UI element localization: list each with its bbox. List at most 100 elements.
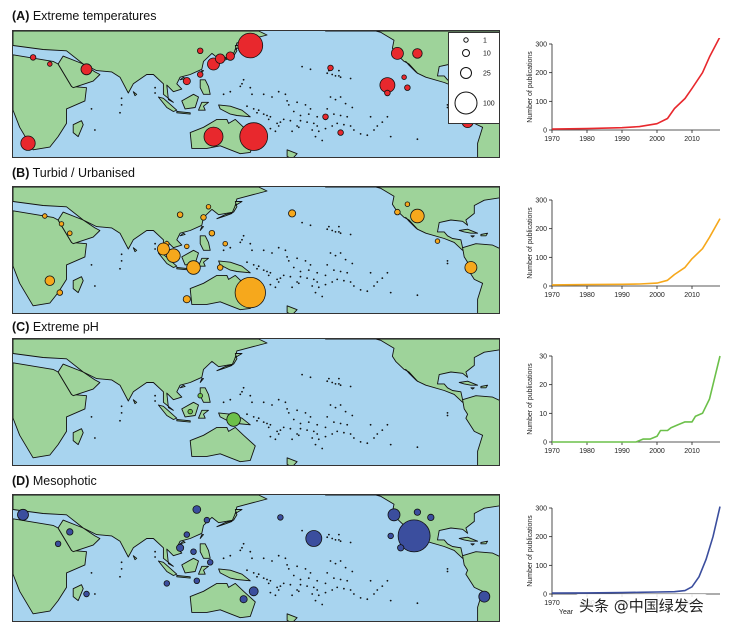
island-dot [328, 533, 330, 536]
land-mass [199, 534, 204, 539]
land-mass [199, 226, 204, 231]
island-dot [376, 281, 379, 283]
island-dot [351, 262, 354, 265]
site-circle [337, 129, 344, 136]
land-mass [72, 276, 84, 294]
island-dot [119, 575, 121, 578]
site-circle [397, 544, 405, 552]
island-dot [279, 585, 282, 587]
island-dot [296, 125, 298, 127]
island-dot [267, 426, 270, 429]
island-dot [94, 593, 96, 595]
island-dot [252, 108, 255, 110]
land-mass [157, 404, 178, 420]
x-tick-label: 1970 [544, 448, 560, 455]
island-dot [296, 257, 298, 260]
island-dot [339, 96, 342, 98]
island-dot [120, 412, 123, 414]
island-dot [314, 443, 317, 446]
island-dot [154, 400, 157, 402]
island-dot [351, 570, 354, 573]
y-tick-label: 30 [539, 354, 547, 361]
land-mass [470, 543, 475, 546]
x-tick-label: 1970 [544, 292, 560, 299]
island-dot [346, 423, 349, 426]
island-dot [277, 433, 280, 435]
site-circle [216, 264, 224, 271]
island-dot [284, 401, 287, 404]
land-mass [179, 384, 186, 389]
island-dot [331, 229, 334, 232]
island-dot [292, 574, 295, 577]
panel-c-name: Extreme pH [32, 320, 99, 334]
island-dot [386, 271, 389, 274]
island-dot [229, 246, 232, 249]
island-dot [314, 599, 317, 602]
island-dot [324, 591, 327, 594]
island-dot [338, 383, 340, 385]
y-tick-label: 200 [535, 70, 547, 77]
island-dot [287, 260, 290, 262]
island-dot [269, 127, 272, 130]
island-dot [307, 113, 310, 115]
island-dot [316, 125, 319, 127]
island-dot [296, 101, 298, 104]
island-dot [277, 554, 280, 557]
island-dot [292, 266, 295, 269]
island-dot [306, 277, 308, 279]
x-tick-label: 1990 [614, 136, 630, 143]
x-tick-label: 2000 [649, 448, 665, 455]
island-dot [296, 565, 298, 568]
site-circle [80, 63, 93, 76]
island-dot [326, 264, 329, 266]
island-dot [256, 111, 258, 114]
island-dot [416, 294, 419, 297]
map-panel-d [12, 494, 500, 622]
y-tick-label: 20 [539, 382, 547, 389]
land-mass [57, 363, 101, 397]
island-dot [267, 118, 270, 121]
x-tick-label: 1990 [614, 448, 630, 455]
island-dot [307, 421, 310, 423]
island-dot [369, 271, 372, 274]
island-dot [94, 129, 96, 131]
island-dot [222, 93, 225, 96]
island-dot [242, 542, 245, 545]
island-dot [329, 96, 332, 98]
island-dot [242, 78, 245, 81]
island-dot [331, 281, 334, 283]
y-axis-label: Number of publications [527, 51, 534, 123]
island-dot [331, 381, 334, 384]
island-dot [257, 573, 260, 576]
site-circle [387, 508, 401, 522]
x-tick-label: 1970 [544, 136, 560, 143]
island-dot [296, 589, 298, 591]
site-circle [187, 408, 193, 415]
y-tick-label: 300 [535, 198, 547, 205]
study-sites [20, 32, 474, 151]
island-dot [262, 577, 265, 579]
island-dot [301, 373, 303, 376]
land-mass [470, 235, 475, 238]
land-mass [57, 211, 101, 245]
site-circle [196, 71, 204, 78]
island-dot [324, 274, 327, 277]
island-dot [446, 106, 449, 109]
site-circle [208, 230, 216, 237]
land-mass [325, 339, 499, 403]
island-dot [246, 105, 248, 108]
island-dot [339, 560, 342, 562]
island-dot [274, 130, 277, 133]
island-dot [339, 270, 342, 273]
island-dot [338, 533, 340, 536]
island-dot [239, 85, 242, 88]
island-dot [291, 130, 293, 133]
y-axis-label: Number of publications [527, 363, 534, 435]
site-circle [183, 531, 190, 538]
y-tick-label: 0 [543, 592, 547, 599]
island-dot [291, 594, 293, 597]
island-dot [334, 231, 337, 233]
site-circle [397, 519, 431, 553]
island-dot [386, 579, 389, 582]
x-axis-label: Year [559, 609, 574, 616]
